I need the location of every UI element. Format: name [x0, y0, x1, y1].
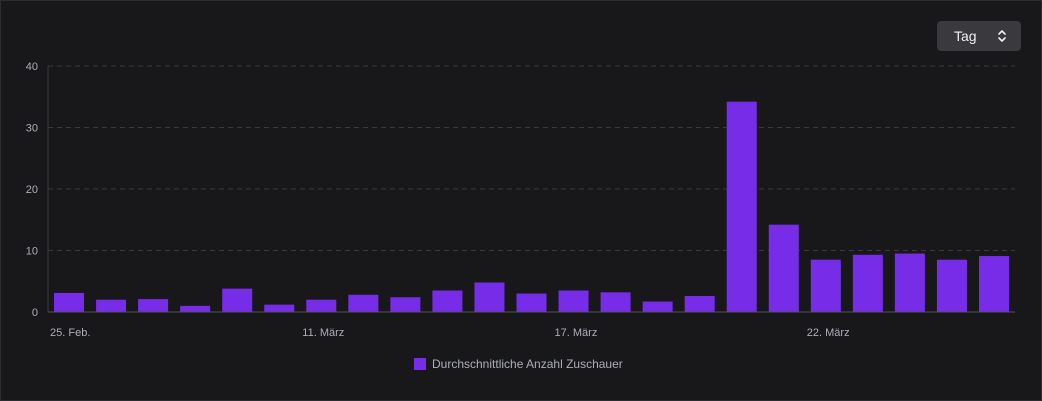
bar[interactable] [978, 256, 1009, 312]
bar[interactable] [348, 294, 379, 312]
bar[interactable] [96, 299, 127, 312]
period-select-value: Tag [954, 28, 977, 44]
y-tick-label: 10 [26, 246, 38, 258]
y-tick-label: 20 [26, 184, 38, 196]
bar[interactable] [684, 296, 715, 312]
y-tick-label: 40 [26, 61, 38, 73]
bar[interactable] [390, 297, 421, 312]
bar[interactable] [558, 290, 589, 312]
period-select[interactable]: Tag [937, 21, 1021, 51]
bar[interactable] [264, 304, 295, 312]
bar[interactable] [810, 259, 841, 312]
x-tick-label: 25. Feb. [50, 327, 90, 339]
bar[interactable] [642, 301, 673, 312]
x-tick-label: 11. März [302, 327, 344, 339]
bar[interactable] [894, 253, 925, 312]
bar[interactable] [54, 292, 85, 312]
bar[interactable] [222, 288, 253, 312]
bar[interactable] [516, 293, 547, 312]
legend-label: Durchschnittliche Anzahl Zuschauer [432, 357, 623, 371]
bar[interactable] [726, 101, 757, 312]
chart-legend[interactable]: Durchschnittliche Anzahl Zuschauer [414, 356, 623, 372]
y-tick-label: 0 [32, 307, 38, 319]
bar[interactable] [936, 259, 967, 312]
x-tick-label: 17. März [555, 327, 598, 339]
bar[interactable] [306, 299, 337, 312]
bar[interactable] [474, 282, 505, 312]
bar[interactable] [180, 305, 211, 312]
legend-swatch [414, 358, 426, 370]
bar[interactable] [600, 292, 631, 312]
bar[interactable] [432, 290, 463, 312]
x-tick-label: 22. März [807, 327, 850, 339]
chevron-up-down-icon [998, 30, 1006, 42]
bar[interactable] [852, 254, 883, 312]
bar[interactable] [138, 299, 169, 312]
y-tick-label: 30 [26, 123, 38, 135]
bar[interactable] [768, 224, 799, 312]
